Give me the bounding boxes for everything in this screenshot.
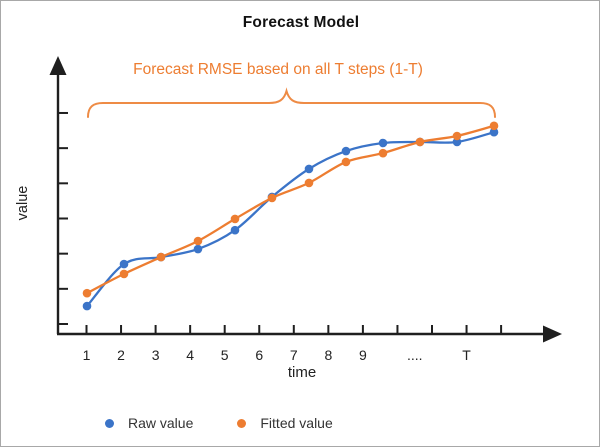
data-point-raw (119, 259, 129, 269)
data-point-raw (304, 164, 314, 174)
data-point-fitted (341, 157, 351, 167)
x-tick-label: 2 (117, 347, 125, 363)
legend-label-fitted: Fitted value (260, 415, 333, 431)
legend-item-raw: Raw value (105, 415, 193, 431)
data-point-fitted (452, 131, 462, 141)
data-point-fitted (267, 193, 277, 203)
data-point-raw (82, 301, 92, 311)
data-point-fitted (230, 214, 240, 224)
x-tick-label: 4 (186, 347, 195, 363)
data-point-fitted (489, 121, 499, 131)
data-point-raw (452, 137, 462, 147)
x-tick-label: 9 (358, 347, 367, 363)
data-point-fitted (378, 148, 388, 158)
y-axis-label: value (15, 185, 31, 221)
x-tick-label: T (462, 347, 471, 363)
legend-label-raw: Raw value (128, 415, 194, 431)
series-line-fitted (86, 124, 495, 295)
x-tick-label: 1 (82, 347, 91, 363)
data-point-raw (193, 244, 203, 254)
data-point-raw (230, 225, 240, 235)
legend: Raw value Fitted value (105, 415, 333, 431)
data-point-fitted (304, 178, 314, 188)
x-tick-label: 5 (220, 347, 229, 363)
x-tick-label: 7 (289, 347, 298, 363)
y-axis-arrow-icon (49, 56, 67, 75)
page-title: Forecast Model (242, 14, 360, 31)
legend-item-fitted: Fitted value (237, 415, 333, 431)
series-line-raw (86, 131, 495, 307)
x-axis-label: time (287, 364, 317, 381)
x-axis-arrow-icon (543, 325, 562, 343)
raw-value-dot-icon (105, 418, 114, 428)
fitted-value-dot-icon (237, 418, 247, 428)
data-point-fitted (193, 236, 203, 246)
rmse-brace (87, 87, 496, 118)
data-point-fitted (156, 252, 166, 262)
data-point-raw (341, 146, 351, 156)
data-point-raw (378, 138, 388, 148)
data-point-fitted (119, 269, 129, 279)
rmse-annotation: Forecast RMSE based on all T steps (1-T) (133, 61, 423, 78)
data-point-raw (489, 127, 499, 137)
x-tick-label: 8 (324, 347, 333, 363)
x-tick-label: 6 (255, 347, 264, 363)
x-tick-label: 3 (151, 347, 160, 363)
data-point-fitted (82, 288, 92, 298)
x-tick-label: .... (406, 347, 423, 363)
data-point-fitted (415, 137, 425, 147)
